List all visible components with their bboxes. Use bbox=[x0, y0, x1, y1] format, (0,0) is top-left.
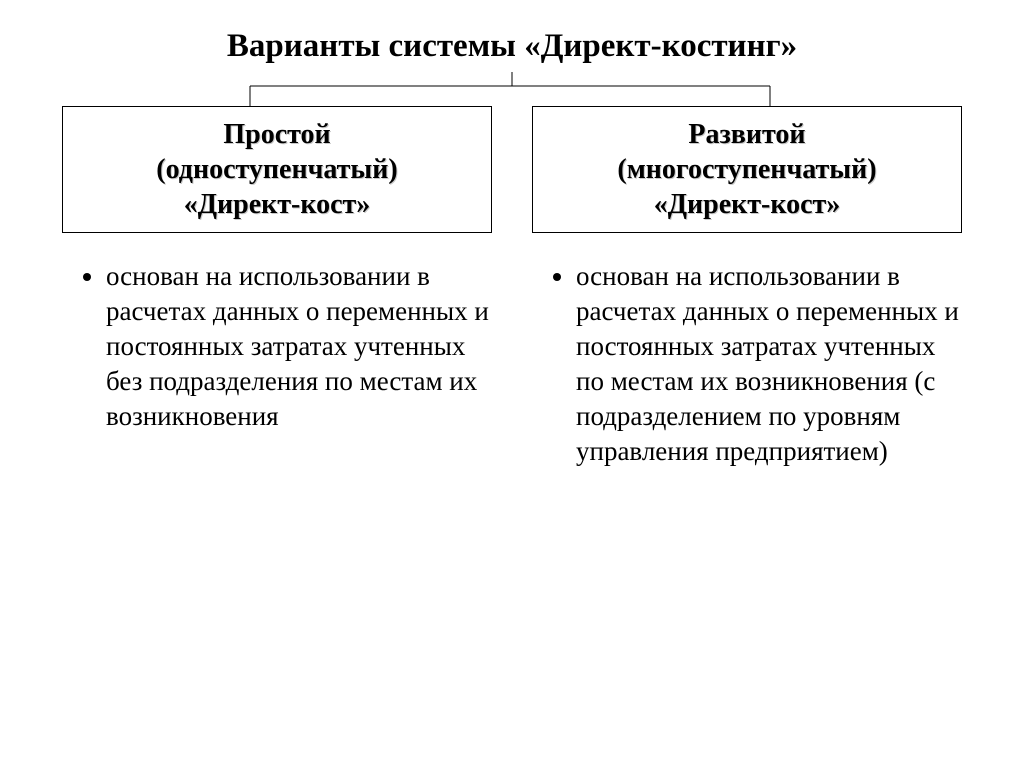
slide: Варианты системы «Директ-костинг» Просто… bbox=[0, 0, 1024, 767]
box-simple-line2: (одноступенчатый) bbox=[156, 154, 397, 185]
bullet-advanced: основан на использовании в расчетах данн… bbox=[576, 259, 962, 470]
columns: Простой (одноступенчатый) «Директ-кост» … bbox=[40, 106, 984, 497]
slide-title: Варианты системы «Директ-костинг» bbox=[40, 28, 984, 66]
box-advanced-line1: Развитой bbox=[688, 119, 805, 150]
bullets-simple: основан на использовании в расчетах данн… bbox=[62, 259, 492, 434]
box-advanced: Развитой (многоступенчатый) «Директ-кост… bbox=[532, 106, 962, 233]
connector bbox=[40, 72, 984, 106]
bullets-advanced: основан на использовании в расчетах данн… bbox=[532, 259, 962, 470]
bullet-simple: основан на использовании в расчетах данн… bbox=[106, 259, 492, 434]
column-advanced: Развитой (многоступенчатый) «Директ-кост… bbox=[532, 106, 962, 497]
connector-svg bbox=[40, 72, 984, 106]
box-simple: Простой (одноступенчатый) «Директ-кост» bbox=[62, 106, 492, 233]
box-advanced-line3: «Директ-кост» bbox=[654, 189, 841, 220]
box-simple-line3: «Директ-кост» bbox=[184, 189, 371, 220]
box-advanced-line2: (многоступенчатый) bbox=[617, 154, 876, 185]
box-simple-line1: Простой bbox=[223, 119, 330, 150]
column-simple: Простой (одноступенчатый) «Директ-кост» … bbox=[62, 106, 492, 461]
